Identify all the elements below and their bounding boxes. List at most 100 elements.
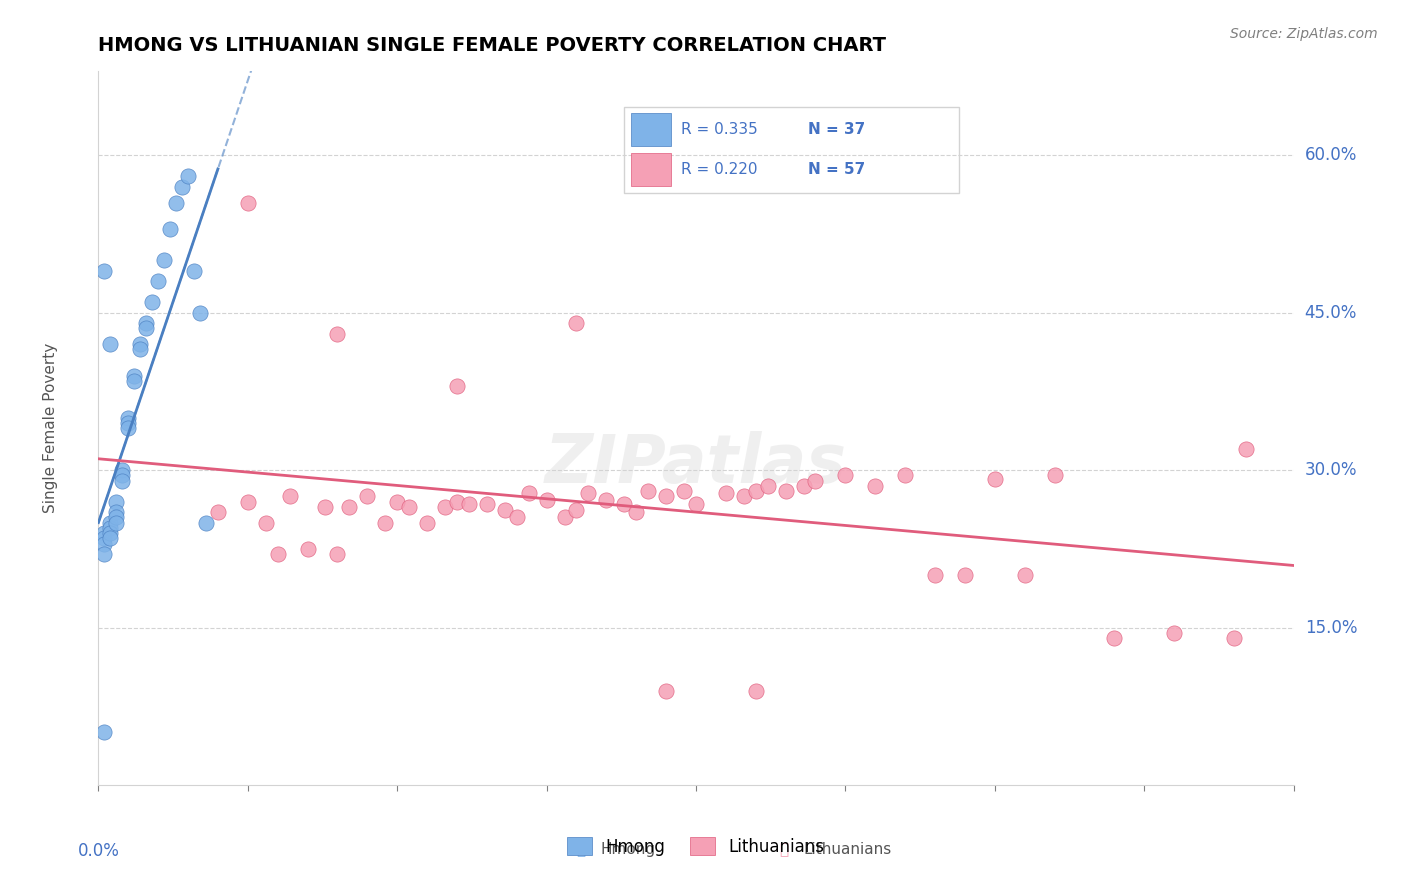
Point: [124, 374, 146, 388]
Point: [434, 500, 457, 514]
Point: [637, 484, 659, 499]
Point: [111, 463, 134, 477]
Text: 0.0%: 0.0%: [77, 842, 120, 860]
Point: [506, 510, 529, 524]
Point: [1234, 442, 1257, 457]
Legend: Hmong, Lithuanians: Hmong, Lithuanians: [561, 830, 831, 863]
Point: [98, 337, 122, 351]
Point: [105, 505, 128, 519]
Point: [356, 489, 378, 503]
Point: [756, 479, 779, 493]
Point: [1223, 631, 1246, 645]
Point: [129, 337, 152, 351]
Point: [865, 479, 887, 493]
Point: [655, 489, 678, 503]
Point: [385, 494, 409, 508]
Point: [834, 468, 856, 483]
Point: [475, 497, 498, 511]
Point: [374, 516, 396, 530]
Point: [93, 725, 115, 739]
Point: [183, 264, 205, 278]
Point: [153, 253, 176, 268]
Point: [236, 494, 259, 508]
Point: [93, 532, 115, 546]
Point: [1104, 631, 1126, 645]
Point: [93, 536, 115, 550]
Point: [105, 516, 128, 530]
Point: [398, 500, 420, 514]
Point: [685, 497, 707, 511]
Point: [673, 484, 696, 499]
Point: [745, 484, 768, 499]
Point: [536, 492, 558, 507]
Point: [297, 541, 319, 556]
Point: [1043, 468, 1066, 483]
Text: Source: ZipAtlas.com: Source: ZipAtlas.com: [1230, 27, 1378, 41]
Point: [93, 547, 115, 561]
Text: Lithuanians: Lithuanians: [804, 842, 891, 857]
Point: [267, 547, 290, 561]
Point: [924, 568, 946, 582]
Point: [148, 274, 170, 288]
Text: ZIPatlas: ZIPatlas: [546, 431, 846, 497]
Text: 15.0%: 15.0%: [1305, 618, 1357, 637]
Point: [129, 343, 152, 357]
Point: [953, 568, 976, 582]
Point: [655, 683, 678, 698]
Point: [416, 516, 439, 530]
Point: [254, 516, 277, 530]
Point: [172, 179, 194, 194]
Point: [326, 326, 349, 341]
Point: [517, 486, 540, 500]
Point: [111, 474, 134, 488]
Point: [117, 421, 139, 435]
Point: [793, 479, 815, 493]
Text: 30.0%: 30.0%: [1305, 461, 1357, 479]
Point: [565, 316, 588, 330]
Point: [177, 169, 200, 184]
Point: [458, 497, 481, 511]
Text: 🔵: 🔵: [576, 842, 585, 857]
Point: [98, 516, 122, 530]
Text: 🔴: 🔴: [779, 842, 789, 857]
Point: [93, 264, 115, 278]
Point: [554, 510, 576, 524]
Text: 60.0%: 60.0%: [1305, 146, 1357, 164]
Point: [613, 497, 636, 511]
Point: [326, 547, 349, 561]
Point: [626, 505, 648, 519]
Point: [165, 195, 187, 210]
Point: [111, 468, 134, 483]
Point: [93, 526, 115, 541]
Point: [98, 521, 122, 535]
Point: [446, 494, 468, 508]
Point: [733, 489, 755, 503]
Point: [117, 410, 139, 425]
Text: Hmong: Hmong: [600, 842, 655, 857]
Point: [775, 484, 797, 499]
Point: [98, 532, 122, 546]
Point: [195, 516, 218, 530]
Point: [446, 379, 468, 393]
Point: [578, 486, 600, 500]
Point: [894, 468, 917, 483]
Point: [494, 503, 516, 517]
Point: [984, 471, 1007, 485]
Point: [1163, 625, 1185, 640]
Point: [565, 503, 588, 517]
Point: [236, 195, 259, 210]
Point: [278, 489, 301, 503]
Point: [595, 492, 617, 507]
Point: [804, 474, 827, 488]
Point: [105, 494, 128, 508]
Point: [188, 306, 211, 320]
Point: [135, 321, 157, 335]
Point: [141, 295, 163, 310]
Text: Single Female Poverty: Single Female Poverty: [44, 343, 58, 513]
Text: 45.0%: 45.0%: [1305, 303, 1357, 322]
Point: [105, 510, 128, 524]
Point: [98, 526, 122, 541]
Point: [135, 316, 157, 330]
Point: [714, 486, 737, 500]
Point: [1014, 568, 1036, 582]
